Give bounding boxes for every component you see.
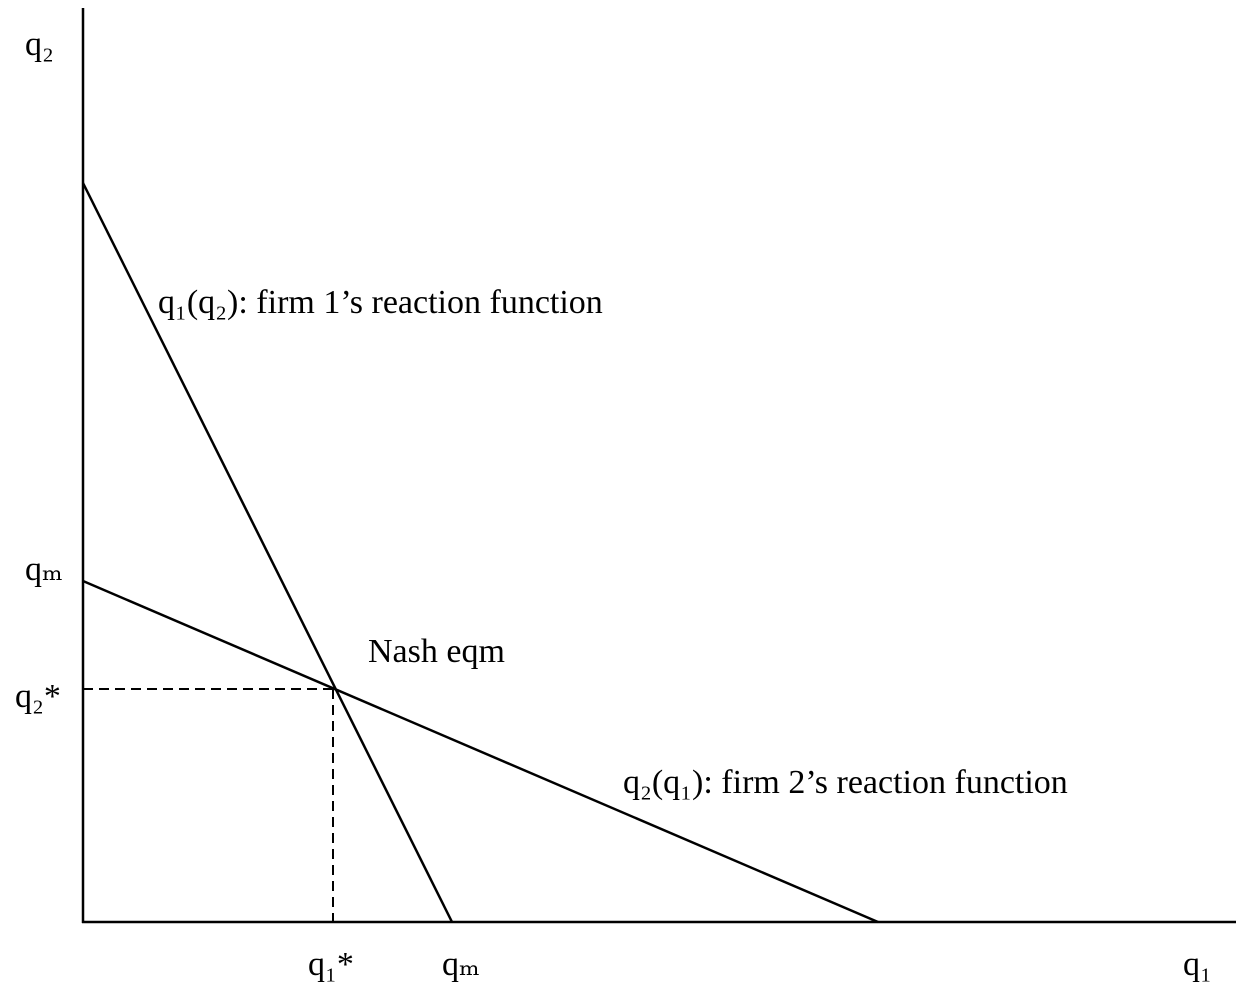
- y-axis-label: q₂: [25, 26, 54, 63]
- x-mark-qm: qₘ: [442, 946, 480, 983]
- x-mark-q1-star: q₁*: [308, 946, 354, 983]
- firm2-label: q₂(q₁): firm 2’s reaction function: [623, 764, 1068, 801]
- nash-label: Nash eqm: [368, 633, 505, 670]
- x-axis-label: q₁: [1183, 946, 1212, 983]
- y-mark-qm: qₘ: [25, 551, 63, 588]
- firm1-label: q₁(q₂): firm 1’s reaction function: [158, 284, 603, 321]
- firm1-reaction-line: [81, 182, 454, 923]
- y-mark-q2-star: q₂*: [15, 678, 61, 715]
- firm2-reaction-line: [82, 579, 879, 924]
